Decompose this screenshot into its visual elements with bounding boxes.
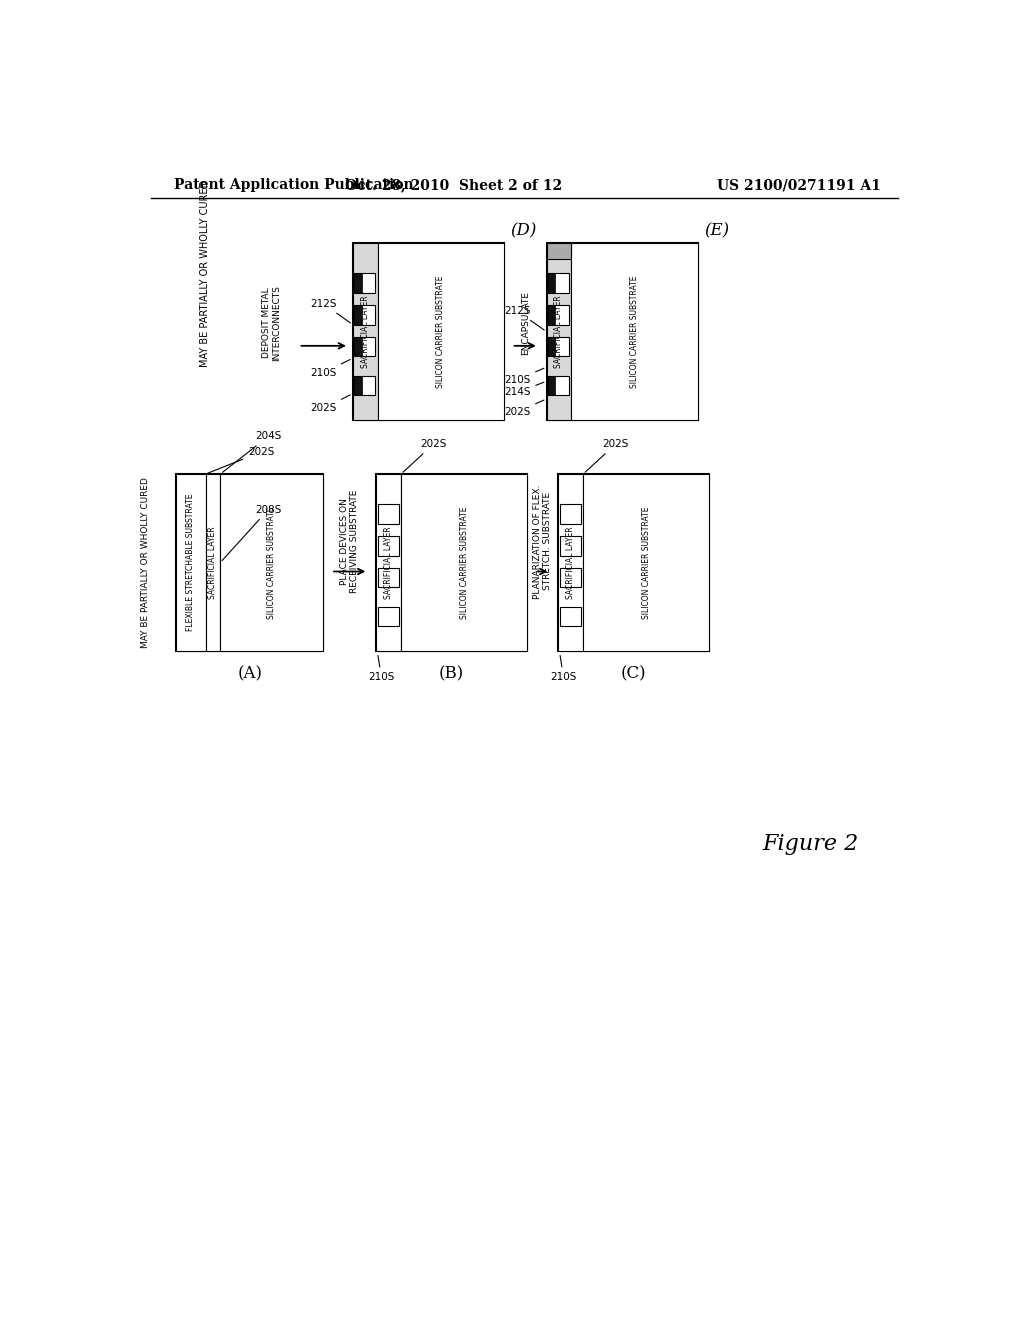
Bar <box>378 243 504 420</box>
Bar <box>560 536 581 556</box>
Text: 212S: 212S <box>504 306 544 330</box>
Text: 202S: 202S <box>310 395 350 413</box>
Text: 202S: 202S <box>585 440 629 473</box>
Bar <box>547 243 571 420</box>
Bar <box>220 474 324 651</box>
Bar <box>548 337 555 356</box>
Text: ENCAPSULATE: ENCAPSULATE <box>520 290 529 355</box>
Bar <box>376 474 401 651</box>
Bar <box>558 474 583 651</box>
Text: 208S: 208S <box>222 504 282 561</box>
Bar <box>354 273 376 293</box>
Text: (E): (E) <box>703 222 729 239</box>
Bar <box>401 474 527 651</box>
Text: (A): (A) <box>238 665 262 682</box>
Text: SILICON CARRIER SUBSTRATE: SILICON CARRIER SUBSTRATE <box>630 276 639 388</box>
Text: DEPOSIT METAL
INTERCONNECTS: DEPOSIT METAL INTERCONNECTS <box>262 285 281 360</box>
Bar <box>354 337 376 356</box>
Text: MAY BE PARTIALLY OR WHOLLY CURED: MAY BE PARTIALLY OR WHOLLY CURED <box>140 478 150 648</box>
Bar <box>547 243 571 259</box>
Bar <box>354 273 361 293</box>
Bar <box>378 607 398 627</box>
Text: 210S: 210S <box>504 368 544 385</box>
Text: 210S: 210S <box>550 656 577 682</box>
Bar <box>560 568 581 587</box>
Text: Patent Application Publication: Patent Application Publication <box>174 178 414 193</box>
Bar <box>558 474 710 651</box>
Bar <box>354 305 376 325</box>
Bar <box>583 474 710 651</box>
Bar <box>176 474 324 651</box>
Bar <box>378 536 398 556</box>
Text: 202S: 202S <box>504 400 544 417</box>
Bar <box>352 243 504 420</box>
Text: 210S: 210S <box>369 656 394 682</box>
Text: 210S: 210S <box>310 359 350 378</box>
Bar <box>354 305 361 325</box>
Text: US 2100/0271191 A1: US 2100/0271191 A1 <box>717 178 881 193</box>
Text: (D): (D) <box>510 222 537 239</box>
Bar <box>378 568 398 587</box>
Bar <box>354 337 361 356</box>
Text: SACRIFICIAL LAYER: SACRIFICIAL LAYER <box>384 527 393 599</box>
Text: SILICON CARRIER SUBSTRATE: SILICON CARRIER SUBSTRATE <box>642 507 650 619</box>
Text: SILICON CARRIER SUBSTRATE: SILICON CARRIER SUBSTRATE <box>460 507 469 619</box>
Text: MAY BE PARTIALLY OR WHOLLY CURED: MAY BE PARTIALLY OR WHOLLY CURED <box>201 181 211 367</box>
Bar <box>376 474 527 651</box>
Bar <box>548 305 555 325</box>
Text: (B): (B) <box>439 665 464 682</box>
Text: 202S: 202S <box>403 440 446 473</box>
Text: FLEXIBLE STRETCHABLE SUBSTRATE: FLEXIBLE STRETCHABLE SUBSTRATE <box>186 494 196 631</box>
Text: SACRIFICIAL LAYER: SACRIFICIAL LAYER <box>208 527 217 599</box>
Text: 212S: 212S <box>310 298 350 323</box>
Text: SACRIFICIAL LAYER: SACRIFICIAL LAYER <box>566 527 575 599</box>
Bar <box>378 504 398 524</box>
Text: SACRIFICIAL LAYER: SACRIFICIAL LAYER <box>360 296 370 368</box>
Bar <box>354 376 361 396</box>
Text: Oct. 28, 2010  Sheet 2 of 12: Oct. 28, 2010 Sheet 2 of 12 <box>345 178 562 193</box>
Text: PLACE DEVICES ON
RECEIVING SUBSTRATE: PLACE DEVICES ON RECEIVING SUBSTRATE <box>340 490 359 593</box>
Text: (C): (C) <box>621 665 646 682</box>
Bar <box>352 243 378 420</box>
Bar <box>547 243 697 420</box>
Text: Figure 2: Figure 2 <box>762 833 858 855</box>
Text: 202S: 202S <box>208 447 274 473</box>
Text: SILICON CARRIER SUBSTRATE: SILICON CARRIER SUBSTRATE <box>436 276 445 388</box>
Bar <box>548 376 569 396</box>
Bar <box>548 337 569 356</box>
Bar <box>548 376 555 396</box>
Text: 214S: 214S <box>504 383 544 397</box>
Text: SILICON CARRIER SUBSTRATE: SILICON CARRIER SUBSTRATE <box>267 507 276 619</box>
Text: 204S: 204S <box>222 432 282 473</box>
Bar <box>560 607 581 627</box>
Text: PLANARIZATION OF FLEX.
STRETCH. SUBSTRATE: PLANARIZATION OF FLEX. STRETCH. SUBSTRAT… <box>532 484 552 598</box>
Bar <box>560 504 581 524</box>
Bar <box>571 243 697 420</box>
Text: SACRIFICIAL LAYER: SACRIFICIAL LAYER <box>554 296 563 368</box>
Bar <box>548 273 555 293</box>
Bar <box>176 474 206 651</box>
Bar <box>548 273 569 293</box>
Bar <box>548 305 569 325</box>
Bar <box>354 376 376 396</box>
Bar <box>206 474 220 651</box>
